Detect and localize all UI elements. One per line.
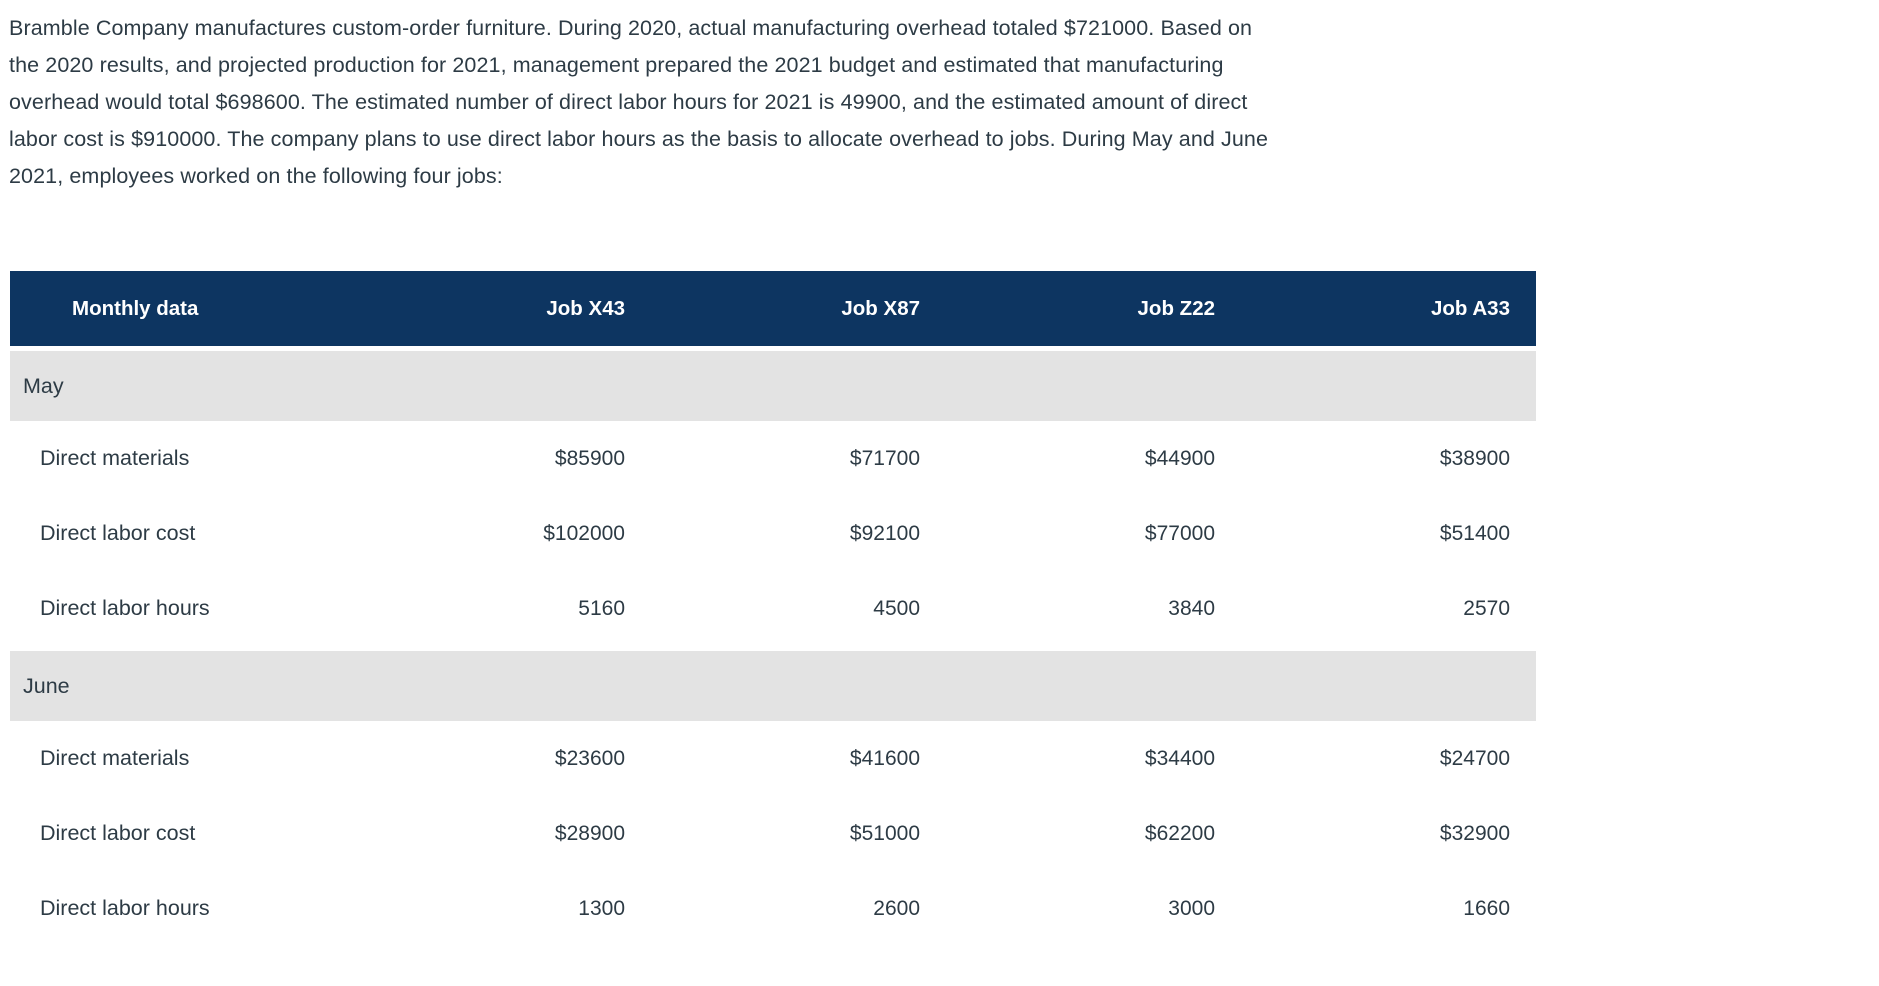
table-row-june-direct-materials: Direct materials $23600 $41600 $34400 $2… [10,721,1536,796]
problem-text-line: the 2020 results, and projected producti… [9,53,1224,77]
cell-value: $44900 [1144,446,1215,470]
row-label: Direct labor cost [40,521,196,545]
cell-value: 1300 [578,896,625,920]
cell-value: 2600 [873,896,920,920]
cell-value: 5160 [578,596,625,620]
header-cell-job-x43: Job X43 [546,296,625,320]
problem-statement: Bramble Company manufactures custom-orde… [0,0,1879,195]
cell-value: $77000 [1144,521,1215,545]
cell-value: $51000 [849,821,920,845]
cell-value: 1660 [1463,896,1510,920]
row-label: Direct labor cost [40,821,196,845]
problem-text-line: Bramble Company manufactures custom-orde… [9,16,1253,40]
row-label: Direct labor hours [40,596,210,620]
cell-value: $51400 [1439,521,1510,545]
cell-value: $38900 [1439,446,1510,470]
section-label: May [23,373,64,398]
cell-value: $92100 [849,521,920,545]
cell-value: $62200 [1144,821,1215,845]
table-row-may-direct-labor-cost: Direct labor cost $102000 $92100 $77000 … [10,496,1536,571]
header-cell-job-z22: Job Z22 [1137,296,1215,320]
section-row-may: May [10,351,1536,421]
header-cell-job-a33: Job A33 [1431,296,1510,320]
section-row-june: June [10,651,1536,721]
table-row-june-direct-labor-hours: Direct labor hours 1300 2600 3000 1660 [10,871,1536,946]
row-label: Direct labor hours [40,896,210,920]
cell-value: 4500 [873,596,920,620]
problem-text-line: labor cost is $910000. The company plans… [9,127,1269,151]
row-label: Direct materials [40,446,190,470]
cell-value: $34400 [1144,746,1215,770]
cell-value: $24700 [1439,746,1510,770]
table-row-may-direct-labor-hours: Direct labor hours 5160 4500 3840 2570 [10,571,1536,646]
cell-value: 3000 [1168,896,1215,920]
cell-value: 2570 [1463,596,1510,620]
cell-value: $85900 [554,446,625,470]
cell-value: $71700 [849,446,920,470]
cell-value: $28900 [554,821,625,845]
cell-value: $102000 [543,521,625,545]
monthly-jobs-table: Monthly data Job X43 Job X87 Job Z22 Job… [10,271,1536,946]
problem-text-line: 2021, employees worked on the following … [9,164,503,188]
header-cell-monthly-data: Monthly data [72,296,199,320]
table-header-row: Monthly data Job X43 Job X87 Job Z22 Job… [10,271,1536,346]
table-row-june-direct-labor-cost: Direct labor cost $28900 $51000 $62200 $… [10,796,1536,871]
cell-value: $41600 [849,746,920,770]
table-row-may-direct-materials: Direct materials $85900 $71700 $44900 $3… [10,421,1536,496]
row-label: Direct materials [40,746,190,770]
section-label: June [23,673,70,698]
cell-value: $23600 [554,746,625,770]
header-cell-job-x87: Job X87 [841,296,920,320]
cell-value: $32900 [1439,821,1510,845]
problem-text-line: overhead would total $698600. The estima… [9,90,1248,114]
cell-value: 3840 [1168,596,1215,620]
